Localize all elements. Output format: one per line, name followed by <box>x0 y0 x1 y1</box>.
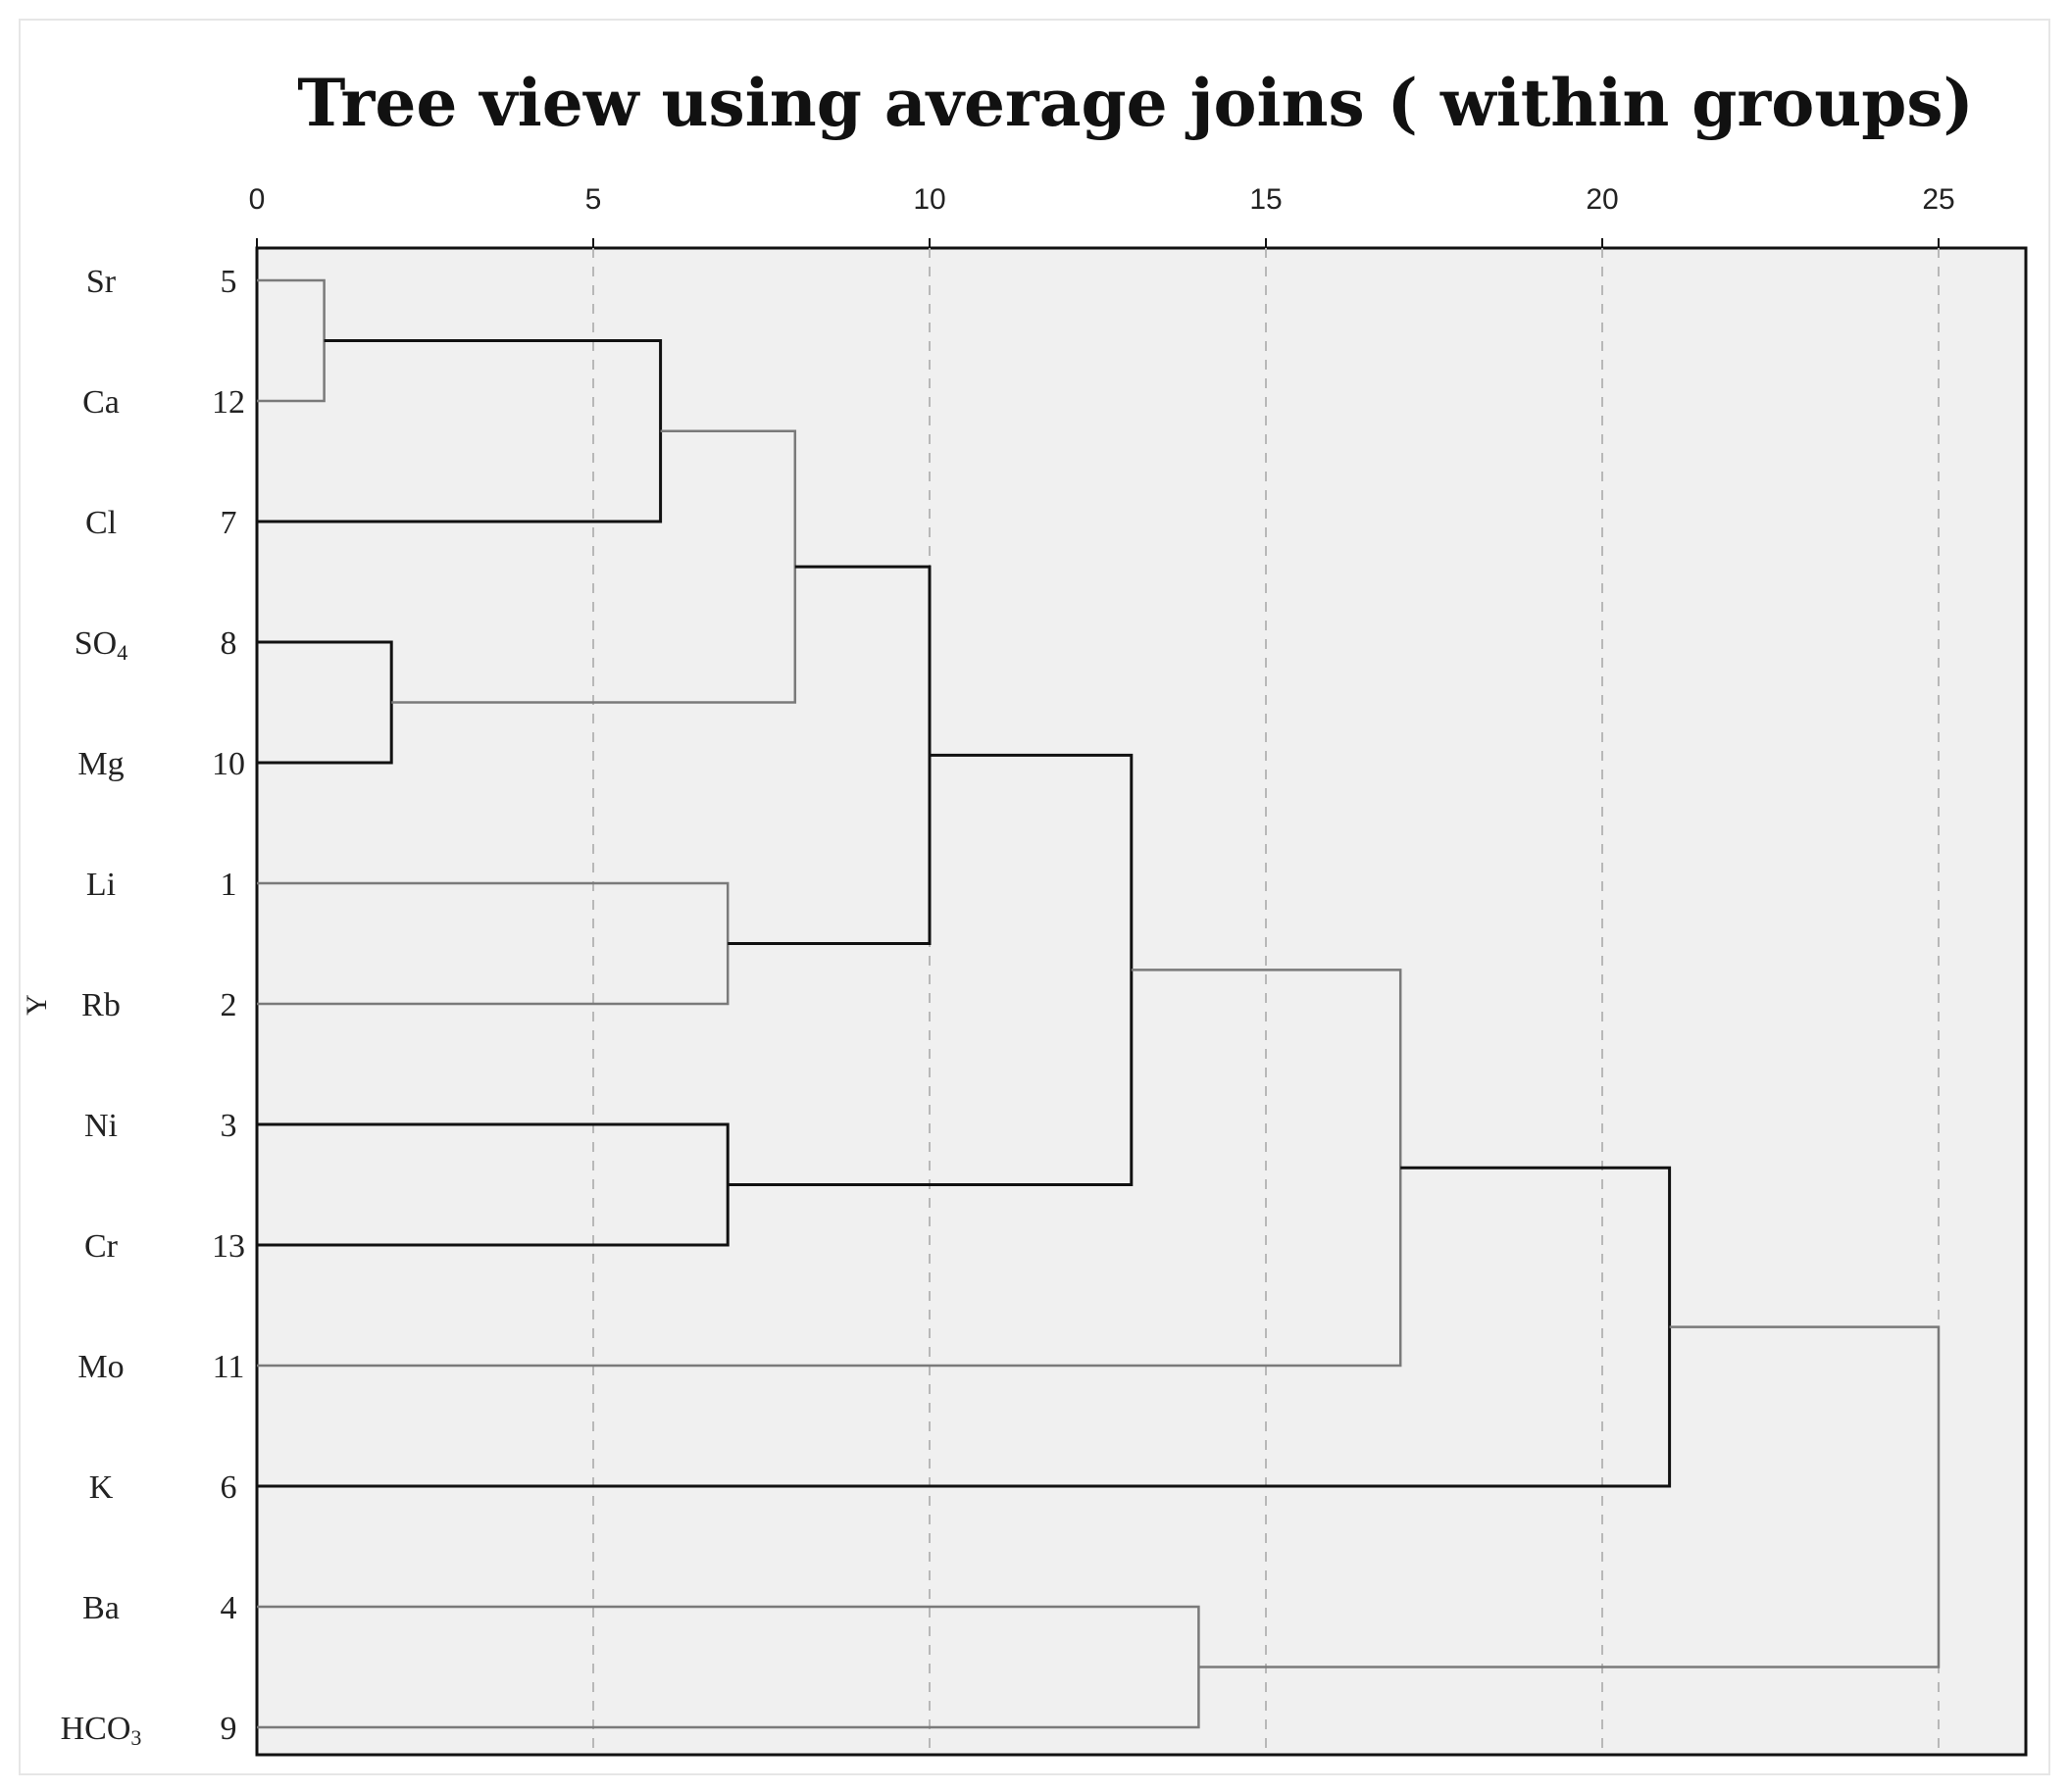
chart-title: Tree view using average joins ( within g… <box>297 65 1974 141</box>
leaf-number-label: 9 <box>221 1711 237 1747</box>
leaf-number-label: 2 <box>221 987 237 1023</box>
x-tick-label: 10 <box>913 183 945 216</box>
leaf-number-label: 7 <box>221 505 237 541</box>
leaf-name-label: Cr <box>84 1228 119 1265</box>
y-axis-label: Y <box>21 994 53 1016</box>
leaf-name-label: Ca <box>82 384 120 421</box>
leaf-name-label: Mo <box>77 1349 124 1385</box>
leaf-number-label: 13 <box>212 1228 245 1265</box>
leaf-name-label: Ba <box>82 1590 120 1626</box>
x-tick-label: 0 <box>249 183 266 216</box>
leaf-number-label: 10 <box>212 746 245 782</box>
leaf-name-label: HCO3 <box>61 1711 142 1750</box>
x-axis-ticks: 0 5 10 15 20 25 <box>249 183 1955 248</box>
leaf-name-label: Cl <box>85 505 117 541</box>
leaf-name-label: Rb <box>81 987 121 1023</box>
leaf-name-label: Ni <box>84 1108 118 1144</box>
leaf-name-label: Mg <box>77 746 124 782</box>
x-tick-label: 5 <box>585 183 602 216</box>
leaf-number-label: 8 <box>221 625 237 662</box>
leaf-labels: Sr 5 Ca 12 Cl 7 SO4 8 Mg 10 Li 1 Rb 2 Ni 3 Cr 13 Mo 11 K 6 Ba 4… <box>61 264 245 1750</box>
leaf-name-label: SO4 <box>75 625 127 665</box>
leaf-number-label: 12 <box>212 384 245 421</box>
leaf-number-label: 6 <box>221 1469 237 1506</box>
x-tick-label: 20 <box>1586 183 1618 216</box>
leaf-name-label: Li <box>86 867 116 903</box>
leaf-number-label: 3 <box>221 1108 237 1144</box>
leaf-number-label: 11 <box>213 1349 245 1385</box>
dendrogram-branches <box>257 278 1941 1729</box>
leaf-name-label: K <box>89 1469 114 1506</box>
dendrogram-link <box>1198 1325 1941 1668</box>
x-tick-label: 15 <box>1249 183 1282 216</box>
x-tick-label: 25 <box>1922 183 1954 216</box>
plot-area <box>255 246 2028 1757</box>
leaf-number-label: 5 <box>221 264 237 300</box>
leaf-number-label: 1 <box>221 867 237 903</box>
leaf-number-label: 4 <box>221 1590 237 1626</box>
leaf-name-label: Sr <box>86 264 117 300</box>
